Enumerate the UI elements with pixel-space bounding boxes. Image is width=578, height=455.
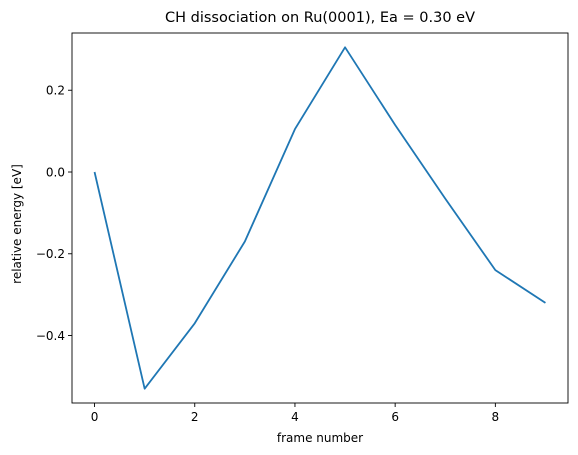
x-tick-label: 0	[91, 410, 99, 424]
axes-frame	[71, 32, 569, 404]
x-tick-label: 4	[291, 410, 299, 424]
y-tick-label: −0.2	[36, 247, 65, 261]
y-tick-label: 0.0	[46, 165, 65, 179]
y-axis-label: relative energy [eV]	[10, 164, 24, 284]
series-line-0	[93, 46, 546, 390]
x-tick-label: 8	[492, 410, 500, 424]
plot-area: 0 2 4 6 8 −0.4 −0.2 0.0 0.2	[36, 32, 569, 424]
x-tick-label: 6	[391, 410, 399, 424]
y-tick-label: −0.4	[36, 329, 65, 343]
y-tick-label: 0.2	[46, 84, 65, 98]
x-axis-label: frame number	[277, 431, 363, 445]
chart-title: CH dissociation on Ru(0001), Ea = 0.30 e…	[165, 10, 475, 26]
x-tick-label: 2	[191, 410, 199, 424]
